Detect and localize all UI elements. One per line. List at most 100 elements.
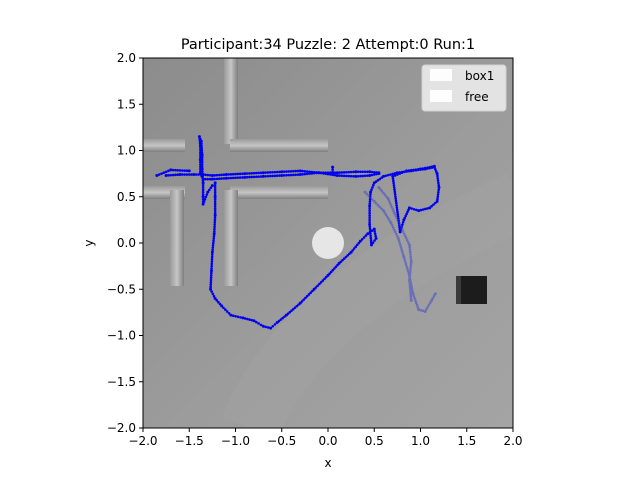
trajectory-point [409, 260, 413, 263]
trajectory-point [404, 214, 408, 218]
trajectory-point [423, 309, 427, 313]
trajectory-point [391, 174, 395, 178]
trajectory-point [428, 165, 432, 169]
trajectory-point [224, 173, 228, 177]
trajectory-point [174, 173, 177, 177]
trajectory-point [290, 309, 293, 312]
trajectory-point [419, 167, 422, 171]
trajectory-point [409, 255, 413, 259]
trajectory-point [426, 207, 429, 210]
trajectory-point [227, 312, 231, 315]
trajectory-point [401, 223, 404, 226]
trajectory-point [396, 236, 400, 240]
trajectory-point [201, 183, 205, 187]
trajectory-point [395, 201, 398, 205]
trajectory-point [393, 172, 397, 175]
trajectory-point [372, 173, 376, 176]
trajectory-point [395, 208, 399, 211]
trajectory-point [281, 316, 284, 320]
trajectory-point [209, 287, 213, 291]
trajectory-point [222, 306, 225, 310]
trajectory-point [199, 137, 202, 141]
trajectory-point [395, 234, 399, 238]
trajectory-point [369, 193, 372, 196]
trajectory-point [437, 190, 440, 194]
trajectory-point [430, 204, 433, 208]
trajectory-point [398, 228, 402, 231]
trajectory-point [261, 324, 265, 328]
trajectory-point [347, 174, 351, 178]
trajectory-point [268, 171, 272, 174]
trajectory-point [403, 234, 407, 238]
trajectory-point [201, 202, 205, 206]
trajectory-point [210, 264, 213, 268]
trajectory-point [285, 173, 288, 177]
trajectory-point [206, 173, 210, 177]
trajectory-point [400, 171, 404, 174]
trajectory-point [245, 172, 249, 175]
trajectory-point [194, 173, 198, 176]
trajectory-point [432, 164, 436, 168]
trajectory-point [393, 230, 397, 233]
x-tick-label: 2.0 [503, 434, 522, 448]
trajectory-point [319, 171, 323, 174]
trajectory-point [324, 275, 328, 279]
trajectory-point [215, 173, 219, 177]
trajectory-point [414, 301, 418, 305]
trajectory-point [171, 173, 175, 177]
trajectory-series-0 [155, 135, 441, 330]
trajectory-point [404, 236, 408, 240]
trajectory-point [408, 280, 411, 284]
trajectory-point [199, 165, 202, 168]
trajectory-point [425, 307, 428, 311]
trajectory-point [298, 301, 302, 305]
trajectory-point [282, 174, 286, 177]
trajectory-point [213, 227, 216, 231]
y-tick-label: −2.0 [107, 421, 136, 435]
trajectory-point [335, 173, 339, 177]
trajectory-point [410, 287, 414, 291]
trajectory-point [289, 170, 293, 173]
trajectory-point [340, 174, 344, 178]
trajectory-point [407, 241, 410, 244]
trajectory-point [391, 207, 395, 211]
trajectory-point [246, 317, 249, 321]
trajectory-point [426, 166, 429, 169]
trajectory-point [303, 170, 307, 173]
trajectory-point [238, 172, 242, 176]
wall-bottom-vertical [224, 190, 238, 286]
trajectory-point [218, 173, 221, 177]
trajectory-point [280, 173, 284, 177]
trajectory-point [380, 189, 384, 193]
trajectory-point [231, 314, 235, 318]
trajectory-point [209, 283, 213, 286]
trajectory-point [409, 281, 413, 284]
trajectory-point [209, 186, 213, 190]
trajectory-point [409, 262, 413, 266]
trajectory-point [252, 171, 256, 175]
trajectory-point [213, 223, 216, 226]
trajectory-point [368, 223, 372, 226]
trajectory-point [349, 250, 353, 254]
y-axis-label: y [82, 239, 96, 246]
trajectory-point [200, 165, 204, 168]
trajectory-point [315, 171, 318, 175]
trajectory-point [245, 175, 249, 179]
trajectory-point [236, 172, 240, 176]
y-tick-label: −1.0 [107, 329, 136, 343]
trajectory-point [213, 207, 217, 210]
trajectory-point [414, 168, 418, 171]
trajectory-point [415, 303, 419, 307]
trajectory-point [266, 174, 270, 178]
trajectory-point [255, 171, 258, 175]
trajectory-point [213, 177, 216, 181]
trajectory-point [372, 199, 376, 203]
trajectory-point [421, 208, 425, 211]
trajectory-point [328, 272, 331, 275]
trajectory-point [368, 170, 372, 174]
trajectory-point [204, 195, 208, 199]
wall-left-upper [143, 139, 185, 152]
trajectory-point [201, 197, 205, 201]
trajectory-point [399, 244, 402, 247]
trajectory-point [310, 172, 314, 175]
